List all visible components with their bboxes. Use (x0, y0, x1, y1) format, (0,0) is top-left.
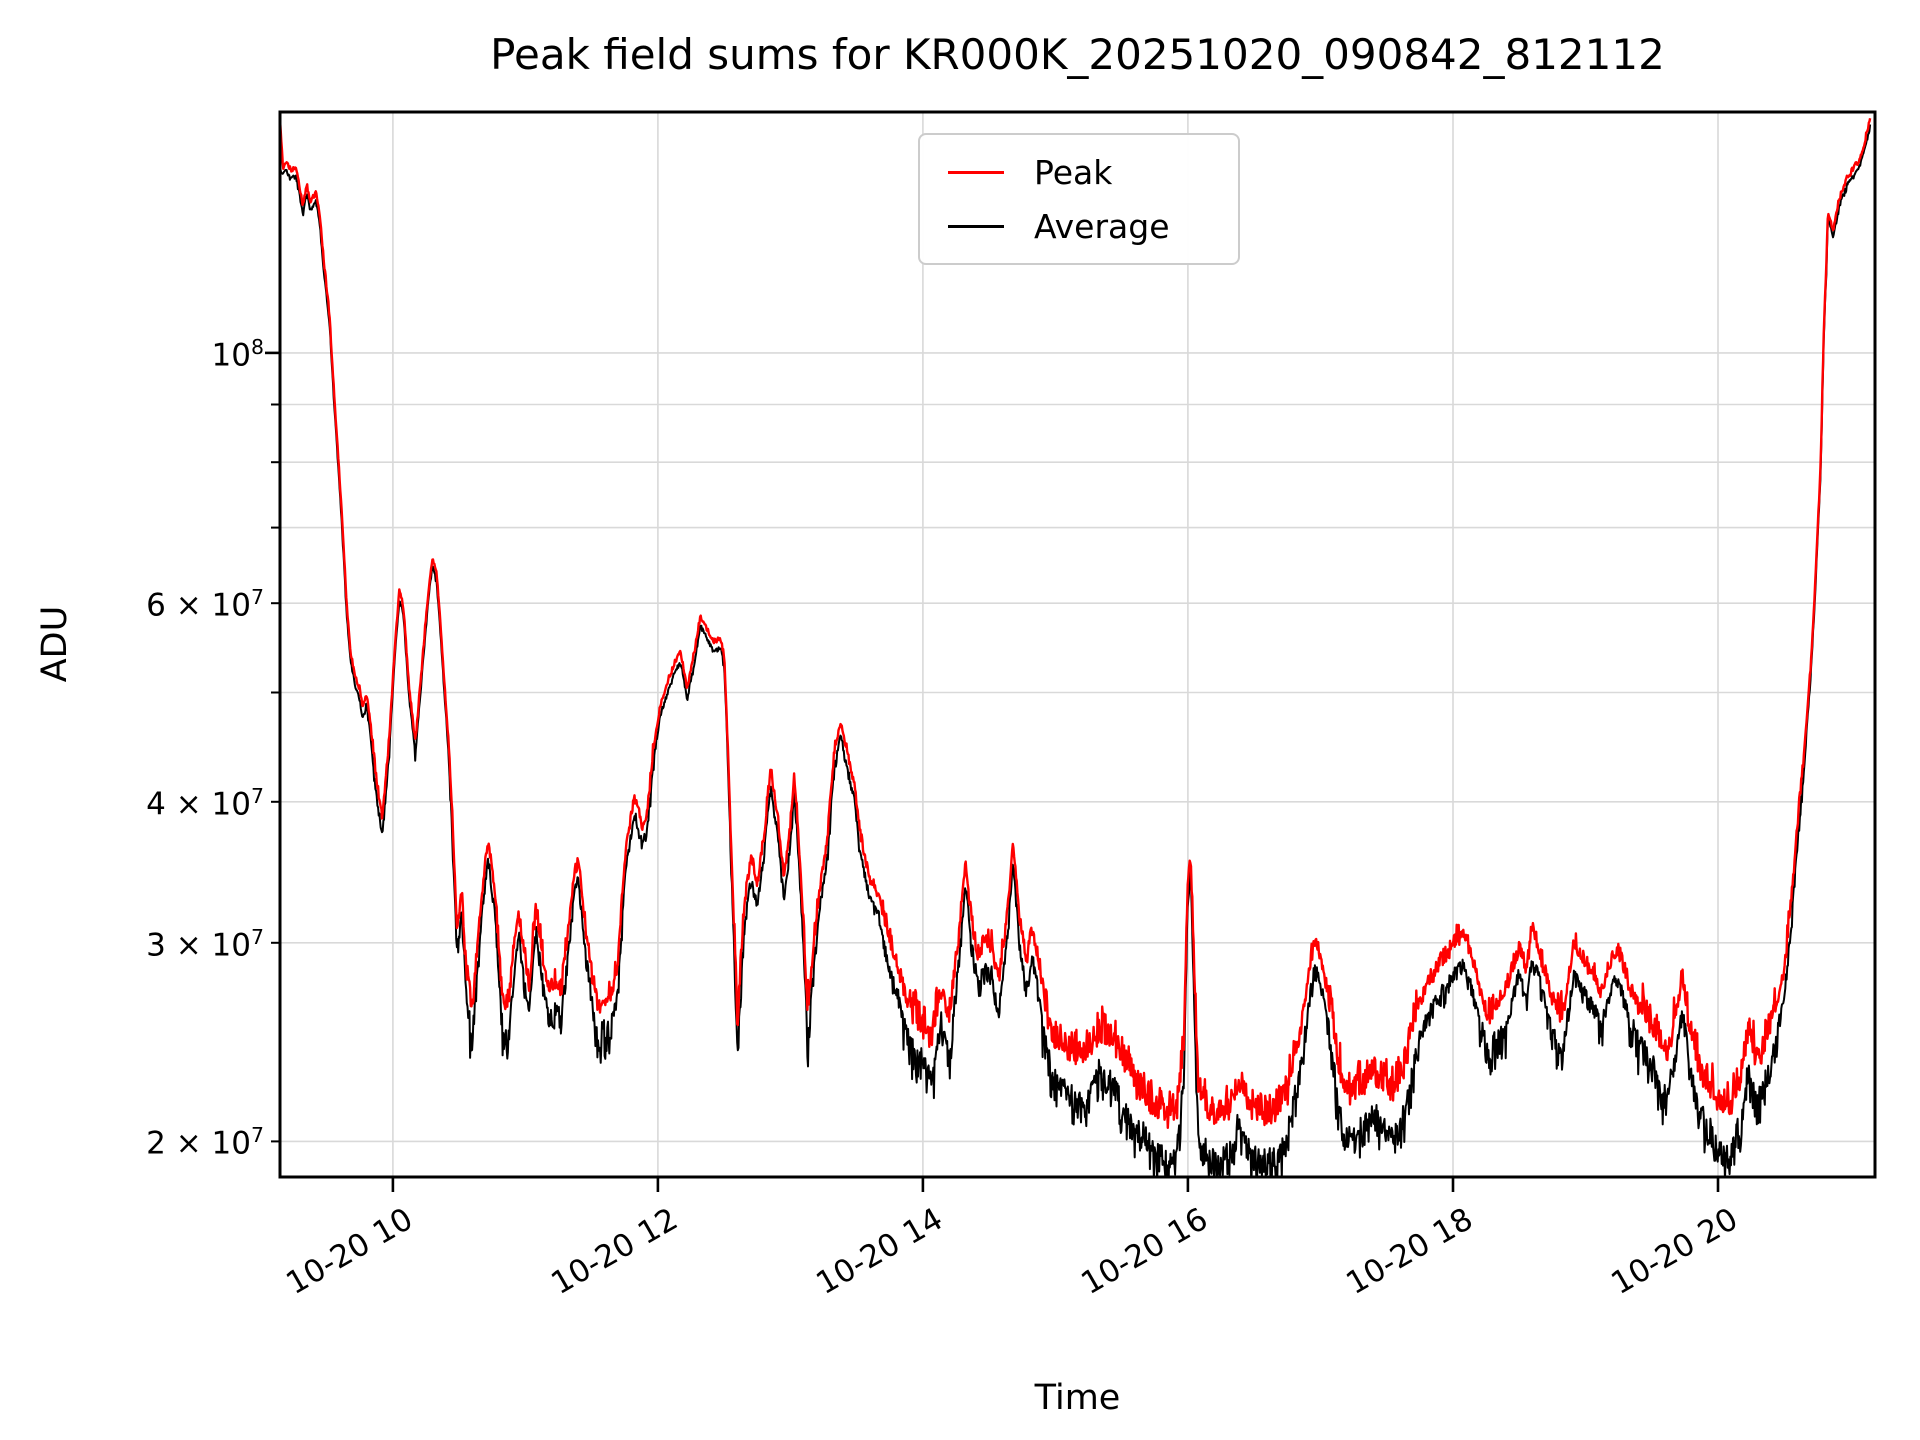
y-tick-label: 108 (211, 334, 264, 374)
y-axis-label: ADU (35, 605, 75, 683)
legend: Peak Average (918, 133, 1240, 265)
legend-item-average: Average (948, 210, 1238, 243)
chart-title: Peak field sums for KR000K_20251020_0908… (490, 30, 1665, 79)
legend-label-peak: Peak (1034, 152, 1113, 192)
legend-label-average: Average (1034, 206, 1170, 246)
average-line-sample (948, 224, 1004, 228)
average-line (280, 124, 1872, 1177)
x-axis-label: Time (1034, 1378, 1121, 1418)
peak-line-sample (948, 170, 1004, 174)
axes-spines (278, 110, 1877, 1179)
y-tick-label: 6 × 107 (146, 585, 264, 624)
y-tick-label: 4 × 107 (146, 783, 264, 823)
peak-line (280, 117, 1872, 1130)
y-tick-label: 2 × 107 (146, 1123, 264, 1162)
legend-item-peak: Peak (948, 156, 1238, 189)
y-tick-label: 3 × 107 (146, 924, 264, 964)
